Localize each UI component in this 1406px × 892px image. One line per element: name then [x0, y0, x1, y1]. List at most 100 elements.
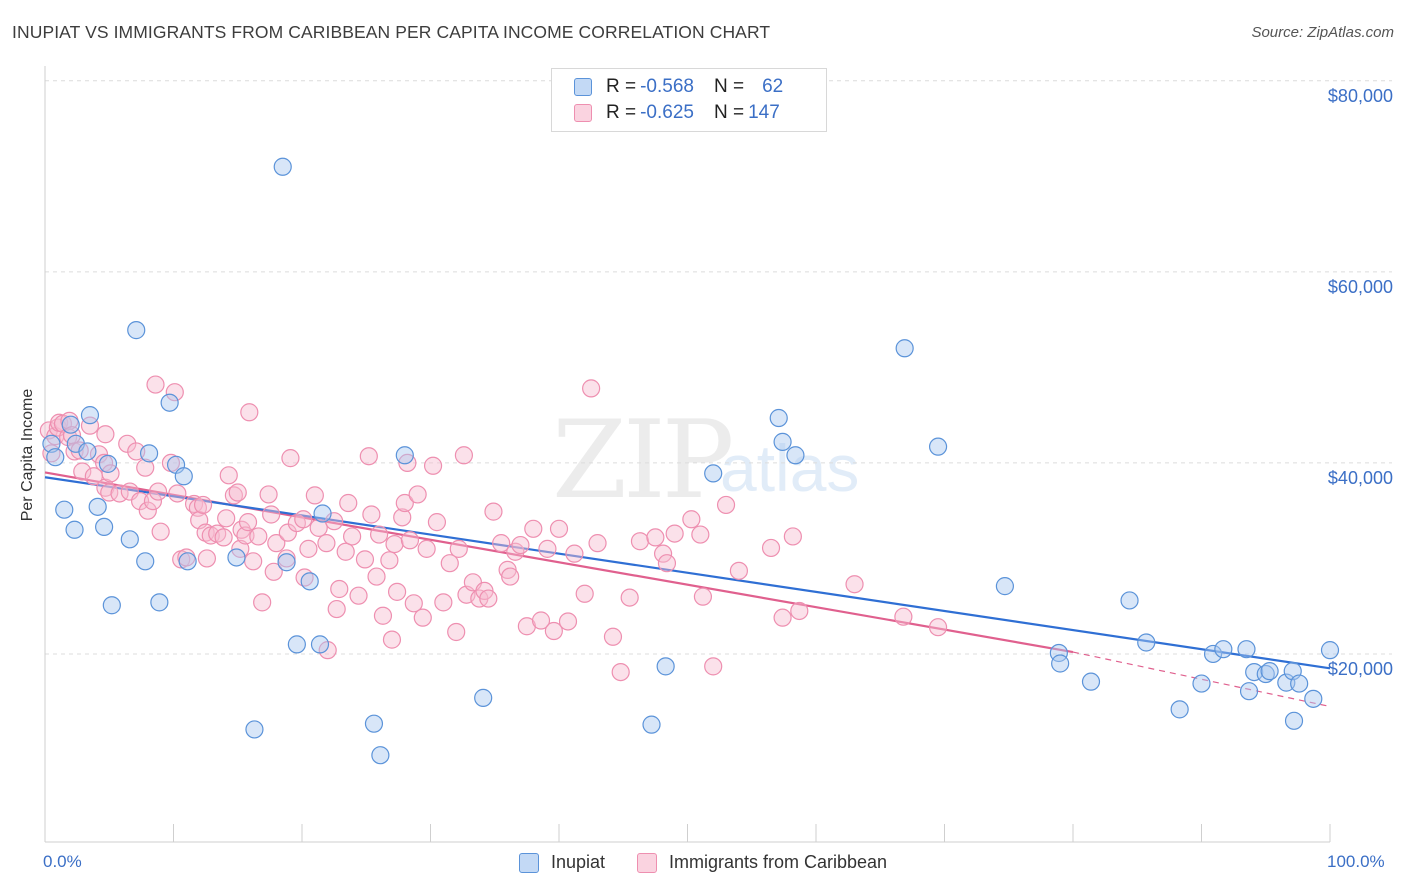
caribbean-point — [327, 599, 346, 619]
caribbean-point — [611, 662, 630, 682]
axes — [44, 66, 1331, 843]
inupiat-point — [928, 437, 948, 456]
caribbean-point — [96, 425, 115, 444]
caribbean-point — [259, 485, 278, 504]
caribbean-point — [400, 531, 420, 550]
caribbean-point — [382, 630, 402, 649]
caribbean-point — [395, 493, 414, 513]
legend-item-caribbean[interactable]: Immigrants from Caribbean — [636, 852, 887, 873]
caribbean-point — [544, 621, 563, 641]
caribbean-point — [427, 513, 447, 532]
y-tick-20000: $20,000 — [1327, 659, 1393, 679]
caribbean-point — [665, 524, 684, 543]
caribbean-point — [339, 493, 358, 513]
caribbean-point — [558, 612, 578, 631]
caribbean-point — [136, 458, 155, 477]
y-tick-40000: $40,000 — [1327, 468, 1393, 488]
caribbean-point — [349, 586, 368, 605]
inupiat-point — [42, 434, 61, 453]
caribbean-point — [404, 594, 423, 613]
inupiat-point — [227, 548, 246, 567]
caribbean-point — [524, 519, 543, 538]
inupiat-point — [95, 517, 114, 537]
caribbean-point — [336, 542, 355, 561]
stats-n-label: N = — [713, 76, 745, 97]
caribbean-point — [228, 483, 247, 502]
watermark-atlas: atlas — [720, 431, 860, 505]
caribbean-point — [309, 518, 328, 537]
caribbean-point — [343, 527, 362, 546]
caribbean-point — [408, 485, 427, 504]
stats-n-value: 147 — [748, 102, 780, 123]
inupiat-point — [287, 635, 306, 654]
caribbean-point — [620, 588, 639, 607]
caribbean-point — [790, 601, 809, 621]
stats-row-caribbean: R = -0.625 N = 147 — [574, 100, 780, 126]
inupiat-point — [371, 746, 390, 765]
caribbean-point — [249, 527, 268, 546]
inupiat-point — [1214, 640, 1233, 659]
inupiat-point — [1284, 711, 1304, 730]
inupiat-point — [277, 553, 296, 572]
caribbean-point — [65, 442, 84, 461]
caribbean-point — [582, 379, 601, 398]
caribbean-point — [845, 575, 864, 594]
caribbean-point — [294, 510, 313, 529]
inupiat-point — [136, 552, 155, 571]
inupiat-point — [310, 635, 330, 654]
caribbean-point — [565, 544, 584, 563]
caribbean-point — [492, 534, 511, 553]
caribbean-point — [693, 587, 713, 606]
caribbean-point — [143, 492, 163, 511]
caribbean-point — [219, 466, 238, 485]
inupiat-point — [174, 467, 193, 486]
inupiat-point — [1320, 641, 1340, 660]
caribbean-point — [330, 579, 349, 599]
inupiat-point — [1245, 662, 1264, 682]
inupiat-point — [395, 446, 414, 465]
caribbean-point — [281, 449, 300, 468]
inupiat-point — [65, 520, 84, 539]
caribbean-point — [197, 549, 217, 568]
inupiat-point — [642, 715, 661, 734]
chart-title: INUPIAT VS IMMIGRANTS FROM CARIBBEAN PER… — [12, 22, 771, 42]
caribbean-point — [538, 539, 557, 558]
stats-n-value: 62 — [762, 76, 784, 97]
inupiat-point — [139, 444, 159, 463]
inupiat-point — [995, 577, 1014, 596]
caribbean-point — [277, 549, 296, 568]
caribbean-point — [630, 532, 650, 551]
inupiat-point — [55, 500, 74, 519]
caribbean-point — [413, 608, 432, 627]
y-tick-80000: $80,000 — [1327, 86, 1393, 106]
inupiat-point — [78, 442, 97, 461]
caribbean-point — [380, 551, 399, 570]
source-label: Source: ZipAtlas.com — [1251, 24, 1394, 41]
caribbean-point — [603, 627, 623, 646]
inupiat-point — [1239, 682, 1259, 701]
caribbean-point — [236, 526, 255, 545]
caribbean-point — [501, 567, 520, 586]
caribbean-point — [253, 593, 272, 612]
inupiat-point — [46, 448, 65, 467]
inupiat-point — [1137, 633, 1156, 652]
caribbean-point — [367, 567, 386, 586]
caribbean-point — [549, 519, 569, 538]
caribbean-swatch — [636, 852, 657, 873]
caribbean-point — [729, 561, 749, 580]
caribbean-point — [73, 462, 92, 481]
inupiat-point — [61, 415, 80, 434]
inupiat-point — [120, 530, 139, 549]
caribbean-point — [928, 618, 948, 637]
caribbean-point — [484, 502, 503, 521]
caribbean-point — [262, 505, 281, 524]
caribbean-point — [217, 509, 236, 528]
y-tick-60000: $60,000 — [1327, 277, 1393, 297]
inupiat-point — [474, 688, 493, 707]
caribbean-point — [653, 544, 673, 563]
legend-item-inupiat[interactable]: Inupiat — [518, 852, 605, 873]
caribbean-point — [244, 552, 263, 571]
x-tick-max: 100.0% — [1327, 852, 1385, 871]
inupiat-points — [42, 157, 1340, 765]
